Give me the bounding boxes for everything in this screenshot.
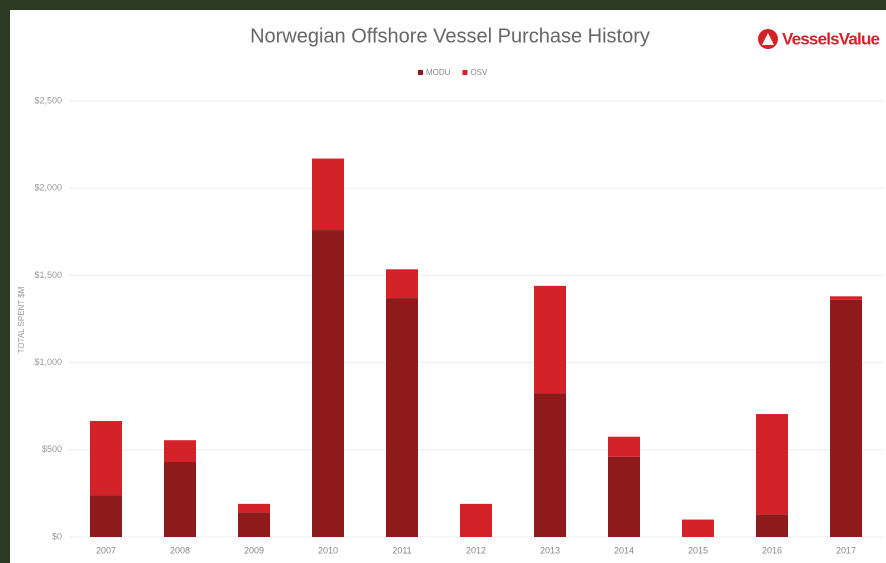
bar-segment xyxy=(90,495,122,537)
bar-segment xyxy=(534,393,566,537)
x-tick-label: 2009 xyxy=(244,545,264,555)
x-tick-label: 2007 xyxy=(96,545,116,555)
bar-segment xyxy=(164,440,196,463)
bar-segment xyxy=(682,519,714,537)
x-tick-label: 2014 xyxy=(614,545,634,555)
bar-segment xyxy=(312,230,344,537)
logo-icon-mark xyxy=(762,33,774,45)
logo-text: VesselsValue xyxy=(782,29,880,48)
x-tick-label: 2013 xyxy=(540,545,560,555)
bar-segment xyxy=(608,436,640,457)
y-tick-label: $2,000 xyxy=(34,183,62,193)
bar-segment xyxy=(238,512,270,537)
x-tick-label: 2017 xyxy=(836,545,856,555)
y-tick-label: $1,000 xyxy=(34,357,62,367)
x-tick-label: 2016 xyxy=(762,545,782,555)
legend-swatch xyxy=(418,70,423,75)
chart-title: Norwegian Offshore Vessel Purchase Histo… xyxy=(250,25,650,47)
bar-segment xyxy=(164,462,196,537)
chart-panel xyxy=(10,10,886,563)
bar-segment xyxy=(386,269,418,299)
bar-segment xyxy=(830,299,862,537)
x-tick-label: 2008 xyxy=(170,545,190,555)
x-tick-label: 2011 xyxy=(392,545,411,555)
logo: VesselsValue xyxy=(758,29,880,49)
x-tick-label: 2010 xyxy=(318,545,338,555)
x-tick-label: 2015 xyxy=(688,545,708,555)
bar-segment xyxy=(90,421,122,496)
x-tick-label: 2012 xyxy=(466,545,486,555)
y-axis-label: TOTAL SPENT $M xyxy=(17,286,26,353)
bar-segment xyxy=(238,503,270,513)
y-tick-label: $1,500 xyxy=(34,270,62,280)
y-tick-label: $2,500 xyxy=(34,95,62,105)
legend-label: OSV xyxy=(470,68,488,77)
legend-swatch xyxy=(462,70,468,75)
y-tick-label: $0 xyxy=(52,531,62,541)
legend-label: MODU xyxy=(426,68,451,77)
bar-segment xyxy=(460,503,492,537)
bar-segment xyxy=(312,158,344,231)
bar-segment xyxy=(756,514,788,537)
bar-segment xyxy=(386,298,418,537)
bar-segment xyxy=(534,285,566,394)
bar-segment xyxy=(830,296,862,300)
y-tick-label: $500 xyxy=(42,444,62,454)
bar-segment xyxy=(756,414,788,515)
bar-segment xyxy=(608,456,640,537)
